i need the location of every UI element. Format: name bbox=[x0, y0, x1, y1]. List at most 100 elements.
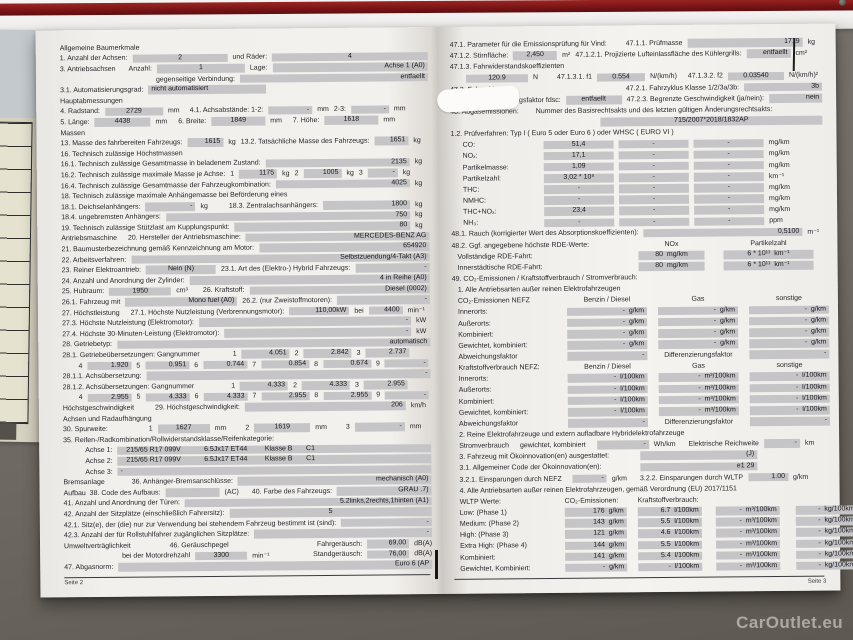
field-label: 2. Reine Elektrofahrzeuge und extern auf… bbox=[459, 429, 685, 439]
field-label: 8 bbox=[314, 360, 319, 368]
field-value-box: - bbox=[544, 217, 615, 228]
field-value-box: 110,00kW bbox=[289, 306, 350, 316]
field-value-box: - bbox=[619, 195, 690, 205]
field-value-box: 206 bbox=[244, 401, 406, 412]
field-value-box: GRAU .7) bbox=[336, 486, 432, 496]
field-value-box: - g/km bbox=[749, 327, 830, 337]
field-label: 47.1.3.1. f1 bbox=[557, 74, 593, 82]
field-label: kg bbox=[807, 38, 816, 46]
page-left-lines: Allgemeine Baumerkmale 1. Anzahl der Achs… bbox=[60, 40, 433, 573]
field-label: NH₃: bbox=[463, 219, 479, 228]
field-value-box: 0.03540 bbox=[727, 71, 784, 81]
field-label: 4. Alle Antriebsarten außer reinen Elekt… bbox=[459, 485, 737, 495]
field-label: mg/km bbox=[768, 183, 790, 191]
field-label: 24. Anzahl und Anordnung der Zylinder: bbox=[61, 277, 185, 286]
field-label: 23.1. Art des (Elektro-) Hybrid Fahrzeug… bbox=[220, 265, 351, 274]
field-label: kg bbox=[414, 179, 423, 187]
field-label: 8 bbox=[314, 392, 319, 400]
field-value-box: 0.554 bbox=[597, 72, 646, 82]
pen-mark bbox=[435, 550, 438, 579]
field-value-box: 1651 bbox=[374, 136, 409, 146]
field-value-box: 4025 bbox=[275, 178, 410, 189]
field-label: NOₓ: bbox=[462, 153, 478, 161]
spacer bbox=[234, 544, 312, 545]
field-label: 2 bbox=[294, 170, 299, 178]
field-label: Lage: bbox=[249, 64, 268, 72]
document-sheet: Allgemeine Baumerkmale 1. Anzahl der Achs… bbox=[35, 23, 853, 598]
field-value-box: Mono fuel (A0) bbox=[125, 297, 238, 307]
doc-line: 47. Abgasnorm: Euro 6 (AP bbox=[64, 559, 433, 573]
field-value-box: 1719 bbox=[687, 38, 803, 48]
field-label: km⁻¹ bbox=[768, 173, 785, 181]
field-label: Achse 2: bbox=[85, 457, 113, 466]
page-number: Seite 3 bbox=[807, 578, 827, 585]
field-label: kg bbox=[346, 169, 354, 177]
field-value-box: - bbox=[749, 349, 830, 360]
field-value-box: - bbox=[567, 418, 649, 428]
field-value-box: - bbox=[254, 528, 432, 539]
field-label: 35. Reifen-/Radkombination/Rollwiderstan… bbox=[63, 435, 275, 445]
field-label: N bbox=[532, 74, 539, 82]
field-label: Partikelzahl: bbox=[462, 175, 502, 183]
field-label: 1. Alle Antriebsarten außer reinen Elekt… bbox=[457, 285, 621, 294]
field-label: Bremsanlage bbox=[63, 479, 105, 487]
field-value-box: - m³/100km bbox=[658, 384, 739, 394]
field-label: 41. Anzahl und Anordnung der Türen: bbox=[63, 499, 180, 508]
field-label: Abweichungsfaktor bbox=[458, 353, 518, 361]
field-label: Kombiniert: bbox=[458, 331, 494, 339]
field-value-box: entfaellt bbox=[746, 49, 791, 59]
field-label: 47.1.3. Fahrwiderstandskoeffizienten bbox=[449, 63, 565, 72]
field-label: 27. Höchstleistung bbox=[61, 309, 120, 317]
field-value-box: 120.9 bbox=[465, 73, 529, 84]
field-label: bei bbox=[354, 307, 364, 315]
field-value-box: mechanisch (A0) bbox=[237, 475, 432, 486]
field-label: kg bbox=[228, 138, 236, 146]
field-value-box: 17,1 bbox=[543, 151, 614, 161]
field-label: Innerstädtische RDE-Fahrt: bbox=[457, 263, 543, 272]
field-value-box: 0.744 bbox=[203, 360, 248, 370]
field-value-box: 4.333 bbox=[301, 380, 351, 390]
field-value-box: - g/km bbox=[567, 317, 648, 328]
field-value-box: - g/km bbox=[748, 305, 830, 315]
field-value-box: - bbox=[619, 217, 690, 227]
field-label: N/(km/h)² bbox=[788, 72, 819, 80]
field-value-box: 1615 bbox=[187, 138, 224, 148]
field-label: 16. Technisch zulässige Höchstmassen bbox=[60, 149, 183, 159]
field-label: 27.3. Höchste Nutzleistung (Elektromotor… bbox=[62, 319, 195, 328]
field-value-box: - g/km bbox=[567, 329, 648, 339]
field-value-box: - l/100km bbox=[638, 562, 703, 572]
field-value-box: 5 bbox=[229, 507, 432, 518]
field-label: 19. Technisch zulässige Stützlast am Kup… bbox=[61, 223, 230, 233]
column-header: Gas bbox=[691, 295, 705, 304]
field-label: 2 bbox=[294, 350, 299, 358]
field-label: km/h bbox=[410, 402, 427, 410]
field-value-box: Diesel (0002) bbox=[249, 284, 430, 295]
field-label: 3 bbox=[356, 349, 361, 357]
field-value-box: - bbox=[572, 474, 607, 484]
field-value-box: - kg/100km bbox=[795, 527, 853, 537]
field-label: Stromverbrauch bbox=[459, 442, 510, 450]
doc-line: Gewichtet, Kombiniert: - g/km - l/100km - m… bbox=[454, 560, 853, 574]
field-value-box: 1.00 bbox=[747, 472, 789, 482]
field-label: kg bbox=[414, 158, 423, 166]
field-label: dB(A) bbox=[414, 550, 433, 558]
field-label: 9 bbox=[375, 360, 380, 368]
field-value-box: 2.737 bbox=[365, 348, 410, 358]
field-label: mm bbox=[214, 425, 227, 433]
field-value-box: 2.955 bbox=[87, 393, 132, 403]
field-label: min⁻¹ bbox=[407, 307, 425, 315]
field-value-box: entfaellt bbox=[239, 72, 429, 84]
field-label: kg bbox=[282, 170, 290, 178]
field-label: Aufbau 38. Code des Aufbaus: bbox=[63, 489, 161, 498]
field-value-box: - bbox=[268, 105, 313, 115]
field-value-box: - kg/100km bbox=[796, 550, 853, 560]
watermark: CarOutlet.eu bbox=[736, 613, 843, 632]
field-label: 30. Spurweite: bbox=[62, 426, 108, 434]
column-header: Differenzierungsfaktor bbox=[664, 351, 733, 360]
field-value-box: 4400 bbox=[368, 306, 403, 316]
column-header: Benzin / Diesel bbox=[584, 363, 631, 371]
field-label: 7 bbox=[252, 361, 257, 369]
field-label: Achse 3: bbox=[85, 468, 113, 476]
field-label: 36. Anhänger-Bremsanschlüsse: bbox=[131, 477, 233, 486]
field-value-box: - m³/100km bbox=[715, 517, 780, 527]
